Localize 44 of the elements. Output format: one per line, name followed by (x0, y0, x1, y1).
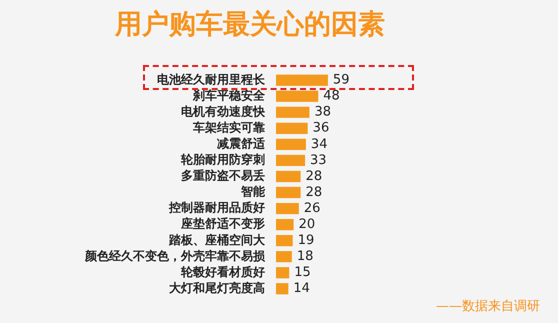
data-label: 14 (293, 281, 310, 296)
data-label: 28 (306, 168, 322, 184)
y-tick-label: 车架结实可靠 (192, 120, 265, 134)
data-label: 59 (332, 72, 350, 88)
y-tick-label: 轮毂好看材质好 (180, 264, 265, 279)
bar (276, 170, 301, 182)
data-label: 20 (298, 216, 316, 232)
y-tick-label: 智能 (240, 184, 266, 199)
data-label: 33 (310, 152, 327, 168)
bar (276, 74, 328, 86)
y-tick-label: 控制器耐用品质好 (168, 200, 265, 215)
y-tick-label: 大灯和尾灯亮度高 (169, 280, 265, 295)
text: ——数据来自调研 (436, 298, 540, 315)
chart-title: 用户购车最关心的因素 (114, 8, 386, 42)
data-label: 36 (312, 120, 330, 136)
y-tick-label: 踏板、座桶空间大 (168, 232, 266, 247)
y-tick-label: 减震舒适 (217, 136, 266, 151)
y-tick-label: 刹车平稳安全 (192, 88, 266, 102)
bar (276, 106, 310, 118)
bar (276, 154, 306, 166)
y-tick-label: 电池经久耐用里程长 (157, 72, 266, 86)
bar (276, 267, 290, 278)
y-tick-label: 多重防盗不易丢 (181, 168, 265, 183)
bar (276, 186, 301, 198)
bar (276, 122, 308, 134)
y-tick-label: 座垫舒适不变形 (180, 216, 265, 231)
y-tick-label: 轮胎耐用防穿刺 (180, 152, 265, 167)
bar (276, 138, 306, 150)
bar (276, 235, 293, 246)
y-tick-label: 颜色经久不变色，外壳牢靠不易损 (84, 248, 266, 263)
data-label: 48 (323, 88, 340, 104)
data-label: 19 (298, 233, 314, 248)
data-label: 34 (310, 136, 328, 152)
bar (276, 202, 299, 214)
bar (276, 90, 318, 102)
data-label: 28 (306, 184, 322, 200)
data-label: 38 (314, 104, 331, 120)
data-label: 18 (296, 249, 314, 264)
data-label: 15 (294, 265, 311, 280)
bar (276, 283, 288, 294)
bar (276, 251, 292, 262)
data-label: 26 (304, 200, 320, 216)
bar (276, 218, 294, 230)
y-tick-label: 电机有劲速度快 (181, 104, 266, 118)
